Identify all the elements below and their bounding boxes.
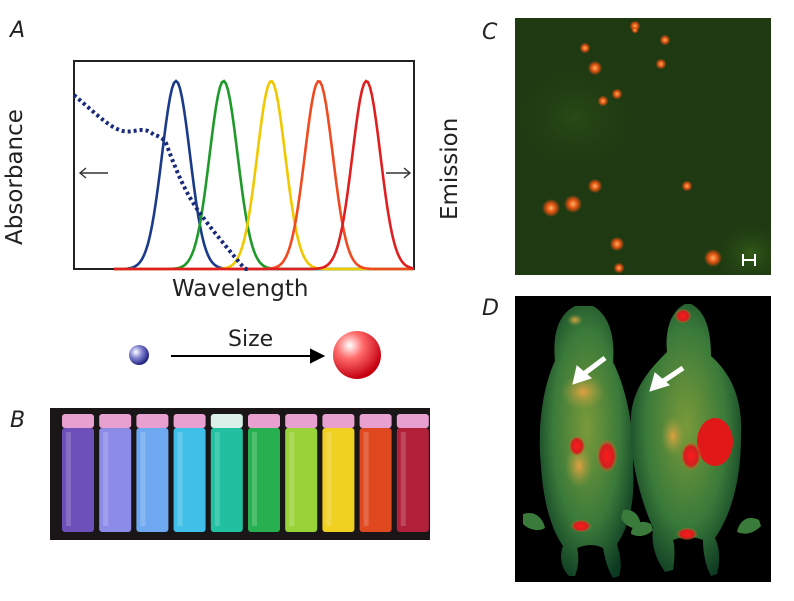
right-arrow <box>386 167 412 179</box>
large-sphere <box>333 331 381 379</box>
absorbance-curve <box>72 93 250 271</box>
vial-cap <box>62 414 94 428</box>
vial <box>210 428 243 532</box>
y-axis-label-absorbance: Absorbance <box>2 109 28 245</box>
fluorescent-spot <box>704 249 722 267</box>
fluorescent-spot <box>609 236 625 252</box>
vial <box>396 428 429 532</box>
fluorescent-spot <box>631 26 639 34</box>
vial <box>359 428 392 532</box>
vial <box>173 428 206 532</box>
vial <box>285 428 318 532</box>
small-sphere <box>129 345 149 365</box>
vial-highlight <box>363 432 369 526</box>
vial <box>62 428 94 532</box>
size-diagram <box>129 331 381 379</box>
vials-photo <box>50 408 430 540</box>
vial-cap <box>210 414 243 428</box>
vial-highlight <box>140 432 146 526</box>
fluorescent-spot <box>542 199 560 217</box>
vial-highlight <box>252 432 257 526</box>
fluorescent-spot <box>564 195 582 213</box>
vial-cap <box>285 414 318 428</box>
size-arrow <box>171 348 326 364</box>
vial-cap <box>396 414 429 428</box>
spectra-chart <box>72 60 415 271</box>
x-axis-label: Wavelength <box>172 276 309 302</box>
scale-bar <box>742 254 756 266</box>
vial <box>248 428 280 532</box>
fluorescent-spot <box>611 88 623 100</box>
panel-label-b: B <box>10 408 26 433</box>
fluorescent-spot <box>587 60 603 76</box>
vial <box>322 428 355 532</box>
mice-image <box>515 296 771 582</box>
panel-label-d: D <box>482 296 499 321</box>
vial-cap <box>322 414 355 428</box>
mouse-left <box>523 306 653 578</box>
vial-cap <box>248 414 280 428</box>
fluorescent-spot <box>587 178 603 194</box>
tissue-glow <box>515 58 645 178</box>
y-axis-label-emission: Emission <box>437 117 463 220</box>
fluorescent-spot <box>597 95 609 107</box>
vial-cap <box>136 414 169 428</box>
vial <box>136 428 169 532</box>
vial-highlight <box>326 432 332 526</box>
panel-label-c: C <box>482 20 498 45</box>
tissue-glow <box>711 220 771 275</box>
arrow-left-mouse <box>572 356 607 385</box>
vial-highlight <box>177 432 183 526</box>
vial-highlight <box>103 432 109 526</box>
vial-cap <box>173 414 206 428</box>
fluorescent-spot <box>655 58 667 70</box>
vial <box>99 428 132 532</box>
vial-highlight <box>214 432 220 526</box>
arrow-right-mouse <box>649 365 685 392</box>
fluorescent-spot <box>659 34 671 46</box>
fluorescent-spot <box>579 42 591 54</box>
microscopy-image <box>515 18 771 275</box>
fluorescent-spot <box>681 180 693 192</box>
vial-highlight <box>400 432 406 526</box>
emission-curve-5 <box>114 79 415 271</box>
fluorescent-spot <box>613 262 625 274</box>
left-arrow <box>78 167 108 179</box>
vial-highlight <box>66 432 71 526</box>
mouse-right <box>621 304 761 576</box>
size-label: Size <box>228 327 274 352</box>
panel-label-a: A <box>10 18 26 43</box>
vial-highlight <box>289 432 295 526</box>
vial-cap <box>359 414 392 428</box>
vial-cap <box>99 414 132 428</box>
